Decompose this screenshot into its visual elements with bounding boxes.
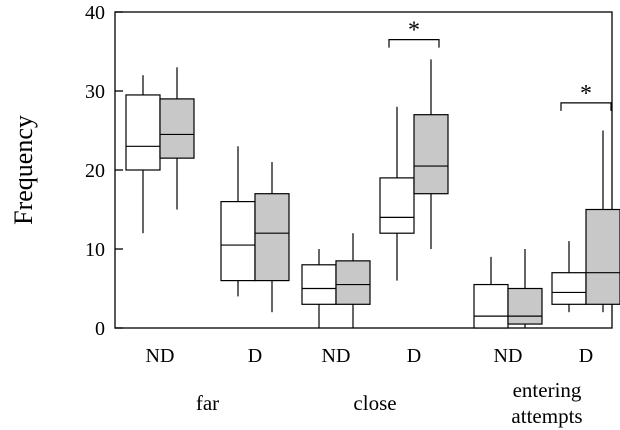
box-1-1-0: [379, 106, 415, 281]
group-label: entering: [513, 378, 582, 402]
y-tick-label: 30: [85, 81, 105, 103]
box-body: [379, 177, 415, 234]
box-body: [301, 264, 337, 305]
box-0-1-1: [254, 162, 290, 313]
box-body: [335, 260, 371, 305]
significance-bracket: [388, 39, 440, 48]
condition-label: ND: [322, 345, 351, 367]
box-1-1-1: [413, 59, 449, 249]
y-axis: 0 10 20 30 40: [85, 2, 123, 340]
box-body: [220, 201, 256, 282]
significance-star: *: [408, 18, 420, 44]
y-tick-label: 40: [85, 2, 105, 24]
group-label: attempts: [511, 404, 582, 428]
box-body: [473, 283, 509, 329]
y-tick-label: 0: [95, 318, 105, 340]
box-1-0-0: [301, 249, 337, 328]
box-body: [413, 114, 449, 195]
box-body: [585, 208, 620, 305]
box-2-0-0: [473, 256, 509, 329]
box-body: [159, 98, 195, 159]
box-body: [254, 193, 290, 282]
y-tick-label: 20: [85, 160, 105, 182]
significance-star: *: [580, 81, 592, 107]
significance-annotations: **: [388, 18, 612, 111]
condition-label: D: [248, 345, 262, 367]
condition-label: D: [407, 345, 421, 367]
box-body: [551, 272, 587, 305]
significance-bracket: [560, 102, 612, 111]
box-0-0-0: [125, 75, 161, 234]
box-0-0-1: [159, 67, 195, 210]
condition-label: D: [579, 345, 593, 367]
box-2-1-0: [551, 241, 587, 313]
box-2-1-1: [585, 130, 620, 313]
box-0-1-0: [220, 146, 256, 297]
group-label: far: [196, 391, 219, 415]
box-body: [507, 287, 543, 325]
condition-label: ND: [494, 345, 523, 367]
box-2-0-1: [507, 249, 543, 328]
y-tick-label: 10: [85, 239, 105, 261]
box-series: [125, 59, 620, 329]
box-1-0-1: [335, 233, 371, 328]
box-body: [125, 94, 161, 171]
y-axis-label: Frequency: [9, 115, 38, 225]
condition-label: ND: [146, 345, 175, 367]
group-label: close: [353, 391, 396, 415]
